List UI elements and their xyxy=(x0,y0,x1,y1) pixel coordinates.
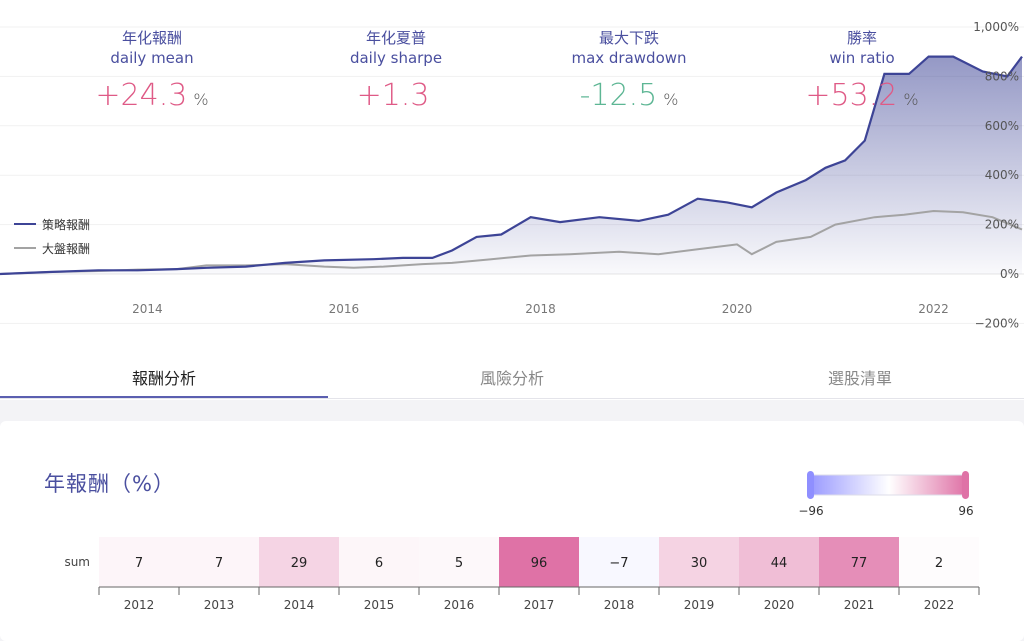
stat-title-en: daily sharpe xyxy=(349,49,443,67)
x-tick-label: 2016 xyxy=(329,302,360,316)
stat-max-drawdown: 最大下跌 max drawdown -12.5% xyxy=(529,28,729,120)
x-tick-label: 2020 xyxy=(764,598,795,612)
stat-value: +53.2 xyxy=(805,78,898,113)
x-tick-label: 2016 xyxy=(444,598,475,612)
stat-title-en: daily mean xyxy=(110,49,194,67)
tab-divider xyxy=(0,398,1024,399)
active-tab-indicator xyxy=(0,396,328,398)
y-tick-label: 1,000% xyxy=(973,20,1019,34)
x-tick-label: 2018 xyxy=(525,302,556,316)
legend-label: 大盤報酬 xyxy=(42,241,91,256)
stat-value: +1.3 xyxy=(356,78,430,113)
x-tick-label: 2021 xyxy=(844,598,875,612)
strategy-area xyxy=(0,56,1022,274)
stat-title-zh: 勝率 xyxy=(846,29,877,47)
annual-return-title: 年報酬（%） xyxy=(44,472,175,496)
stat-title-zh: 年化夏普 xyxy=(365,29,426,47)
color-scale: −96 96 xyxy=(798,471,974,518)
x-tick-label: 2018 xyxy=(604,598,635,612)
stat-title-en: win ratio xyxy=(829,49,895,67)
y-tick-label: 600% xyxy=(985,119,1019,133)
stat-value: +24.3 xyxy=(95,78,188,113)
heatmap-cell-value: 29 xyxy=(291,556,308,571)
heatmap-cell[interactable] xyxy=(259,537,339,587)
y-tick-label: −200% xyxy=(975,316,1019,330)
heatmap-cell-value: 96 xyxy=(531,556,548,571)
y-tick-label: 400% xyxy=(985,168,1019,182)
heatmap-cell-value: 7 xyxy=(215,556,223,571)
x-tick-label: 2022 xyxy=(924,598,955,612)
stat-unit: % xyxy=(663,90,679,109)
heatmap-cell-value: 6 xyxy=(375,556,383,571)
heatmap-cell-value: 44 xyxy=(771,556,788,571)
x-tick-label: 2015 xyxy=(364,598,395,612)
y-tick-label: 800% xyxy=(985,69,1019,83)
color-scale-min-label: −96 xyxy=(798,504,823,518)
benchmark-line xyxy=(0,209,1023,275)
y-tick-label: 200% xyxy=(985,218,1019,232)
legend-item-strategy[interactable]: 策略報酬 xyxy=(14,212,90,236)
heatmap-cell[interactable] xyxy=(739,537,819,587)
stat-title-zh: 年化報酬 xyxy=(121,29,182,47)
heatmap-cell[interactable] xyxy=(499,537,579,587)
y-tick-label: 0% xyxy=(1000,267,1019,281)
x-tick-label: 2013 xyxy=(204,598,235,612)
color-scale-handle-max[interactable] xyxy=(962,471,969,499)
heatmap-cell[interactable] xyxy=(179,537,259,587)
heatmap-cell[interactable] xyxy=(579,537,659,587)
x-tick-label: 2014 xyxy=(132,302,163,316)
heatmap-cell[interactable] xyxy=(899,537,979,587)
heatmap-cell-value: 5 xyxy=(455,556,463,571)
stat-win-ratio: 勝率 win ratio +53.2% xyxy=(762,28,962,120)
x-tick-label: 2014 xyxy=(284,598,315,612)
heatmap-cell-value: 7 xyxy=(135,556,143,571)
heatmap-cell-value: 77 xyxy=(851,556,868,571)
heatmap-cell-value: 30 xyxy=(691,556,708,571)
x-tick-label: 2019 xyxy=(684,598,715,612)
stat-title-zh: 最大下跌 xyxy=(598,29,659,47)
stat-title-en: max drawdown xyxy=(571,49,687,67)
color-scale-bar xyxy=(811,474,967,496)
legend-swatch xyxy=(14,247,36,249)
heatmap-cell[interactable] xyxy=(419,537,499,587)
annual-return-card xyxy=(0,421,1024,641)
analysis-tabs: 報酬分析 風險分析 選股清單 xyxy=(0,360,1024,398)
chart-legend: 策略報酬 大盤報酬 xyxy=(14,212,90,260)
tab-risk-analysis[interactable]: 風險分析 xyxy=(479,369,544,388)
color-scale-max-label: 96 xyxy=(958,504,973,518)
color-scale-handle-min[interactable] xyxy=(807,471,814,499)
heatmap-cell[interactable] xyxy=(99,537,179,587)
stat-daily-mean: 年化報酬 daily mean +24.3% xyxy=(52,28,252,120)
stat-unit: % xyxy=(193,90,209,109)
strategy-line xyxy=(0,55,1023,276)
legend-item-benchmark[interactable]: 大盤報酬 xyxy=(14,236,90,260)
heatmap-cell-value: −7 xyxy=(609,556,628,571)
x-tick-label: 2017 xyxy=(524,598,555,612)
heatmap-cell[interactable] xyxy=(819,537,899,587)
x-tick-label: 2020 xyxy=(722,302,753,316)
x-tick-label: 2012 xyxy=(124,598,155,612)
heatmap-row-label: sum xyxy=(64,555,90,569)
tab-stock-list[interactable]: 選股清單 xyxy=(827,369,892,388)
stat-value: -12.5 xyxy=(579,78,658,113)
heatmap-cell[interactable] xyxy=(339,537,419,587)
stat-unit: % xyxy=(903,90,919,109)
stat-daily-sharpe: 年化夏普 daily sharpe +1.3 xyxy=(296,28,496,120)
legend-swatch xyxy=(14,223,36,225)
heatmap-cell-value: 2 xyxy=(935,556,943,571)
tab-return-analysis[interactable]: 報酬分析 xyxy=(131,369,196,388)
heatmap-cell[interactable] xyxy=(659,537,739,587)
x-tick-label: 2022 xyxy=(918,302,949,316)
legend-label: 策略報酬 xyxy=(42,217,91,232)
cumulative-return-chart: 1,000% 800% 600% 400% 200% 0% −200% 2014 2016 201… xyxy=(0,20,1024,330)
